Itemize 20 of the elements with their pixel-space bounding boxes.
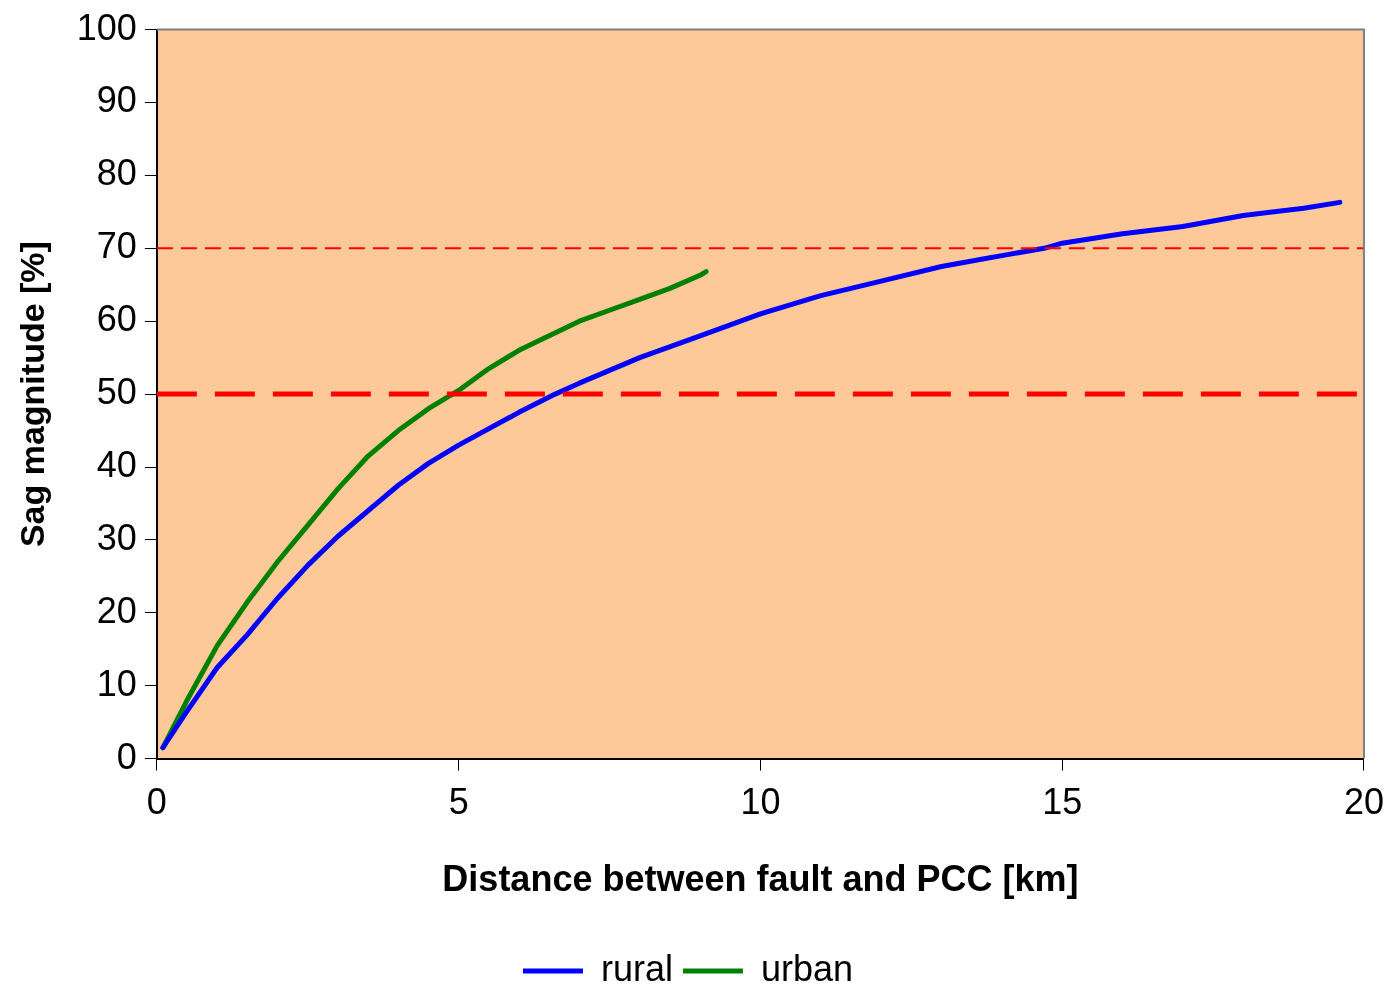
y-tick-label: 100 (76, 6, 137, 48)
x-tick-label: 10 (740, 781, 781, 823)
y-tick-label: 30 (96, 516, 137, 558)
y-tick-label: 40 (96, 443, 137, 485)
x-tick-label: 5 (448, 781, 469, 823)
y-tick-label: 0 (116, 735, 137, 777)
x-tick-label: 15 (1042, 781, 1083, 823)
y-tick-label: 80 (96, 152, 137, 194)
y-tick-label: 70 (96, 225, 137, 267)
legend-label: rural (600, 947, 673, 989)
y-tick-label: 10 (96, 662, 137, 704)
y-tick-label: 60 (96, 298, 137, 340)
y-tick-label: 50 (96, 371, 137, 413)
y-tick-label: 90 (96, 79, 137, 121)
y-tick-label: 20 (96, 589, 137, 631)
y-axis-title: Sag magnitude [%] (12, 241, 51, 548)
x-tick-label: 0 (146, 781, 167, 823)
x-tick-label: 20 (1343, 781, 1384, 823)
x-axis-title: Distance between fault and PCC [km] (442, 858, 1079, 900)
legend-label: urban (760, 947, 854, 989)
